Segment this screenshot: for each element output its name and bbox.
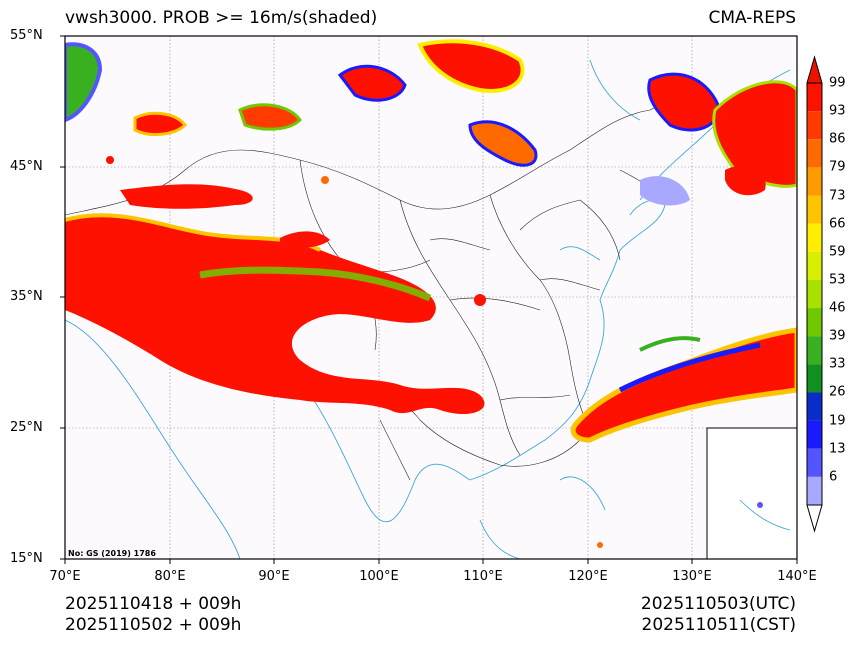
colorbar-label-93: 93 [829,103,846,119]
colorbar-label-33: 33 [829,356,846,372]
colorbar-label-73: 73 [829,188,846,204]
init-time-block: 2025110418 + 009h 2025110502 + 009h [65,594,241,636]
valid-cst: 2025110511(CST) [641,615,796,635]
colorbar-label-39: 39 [829,328,846,344]
lon-label-90: 90°E [258,569,290,584]
axis-ticks [60,35,798,564]
init-cst: 2025110502 + 009h [65,615,242,635]
lon-label-130: 130°E [672,569,712,584]
colorbar-label-86: 86 [829,131,846,147]
map-title-left: vwsh3000. PROB >= 16m/s(shaded) [65,8,378,28]
colorbar-swatch-6 [807,476,822,505]
colorbar-swatch-13 [807,448,822,477]
colorbar-swatch-53 [807,279,822,309]
colorbar-label-19: 19 [829,413,846,429]
colorbar-swatch-73 [807,195,822,224]
colorbar-label-99: 99 [829,75,846,91]
colorbar-swatch-39 [807,336,822,365]
colorbar-label-59: 59 [829,244,846,260]
colorbar-swatch-66 [807,223,822,252]
colorbar-label-53: 53 [829,272,846,288]
colorbar [806,55,823,533]
colorbar-swatch-46 [807,308,822,337]
colorbar-label-46: 46 [829,300,846,316]
colorbar-label-79: 79 [829,159,846,175]
copyright-note: No: GS (2019) 1786 [68,549,156,558]
lat-label-55: 55°N [10,28,43,43]
lat-label-15: 15°N [10,551,43,566]
colorbar-swatch-93 [807,111,822,140]
colorbar-swatch-33 [807,364,822,393]
probability-shading [65,39,797,548]
graticule [65,36,797,559]
lat-label-25: 25°N [10,420,43,435]
colorbar-label-66: 66 [829,216,846,232]
south-china-sea-inset [706,427,797,559]
lon-label-70: 70°E [49,569,81,584]
lon-label-140: 140°E [777,569,817,584]
colorbar-swatch-99 [807,83,822,112]
lon-label-120: 120°E [568,569,608,584]
lon-label-110: 110°E [463,569,503,584]
colorbar-swatch-19 [807,420,822,449]
colorbar-label-6: 6 [829,469,838,485]
lat-label-45: 45°N [10,159,43,174]
init-utc: 2025110418 + 009h [65,594,242,614]
colorbar-label-26: 26 [829,384,846,400]
colorbar-swatch-79 [807,167,822,196]
lon-label-80: 80°E [154,569,186,584]
boundaries [65,79,701,481]
colorbar-swatch-26 [807,392,822,421]
map-title-right: CMA-REPS [708,8,796,28]
colorbar-label-13: 13 [829,441,846,457]
valid-utc: 2025110503(UTC) [640,594,796,614]
colorbar-swatch-59 [807,251,822,280]
colorbar-swatch-86 [807,139,822,168]
valid-time-block: 2025110503(UTC) 2025110511(CST) [641,594,796,636]
colorbar-extend-min [806,504,823,533]
colorbar-extend-max [806,55,823,84]
lon-label-100: 100°E [359,569,399,584]
lat-label-35: 35°N [10,289,43,304]
